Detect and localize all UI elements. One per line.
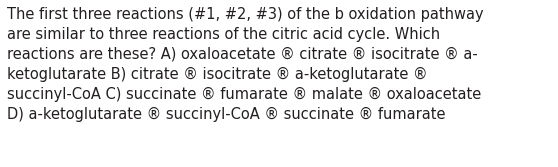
Text: The first three reactions (#1, #2, #3) of the b oxidation pathway
are similar to: The first three reactions (#1, #2, #3) o… [7,7,483,122]
